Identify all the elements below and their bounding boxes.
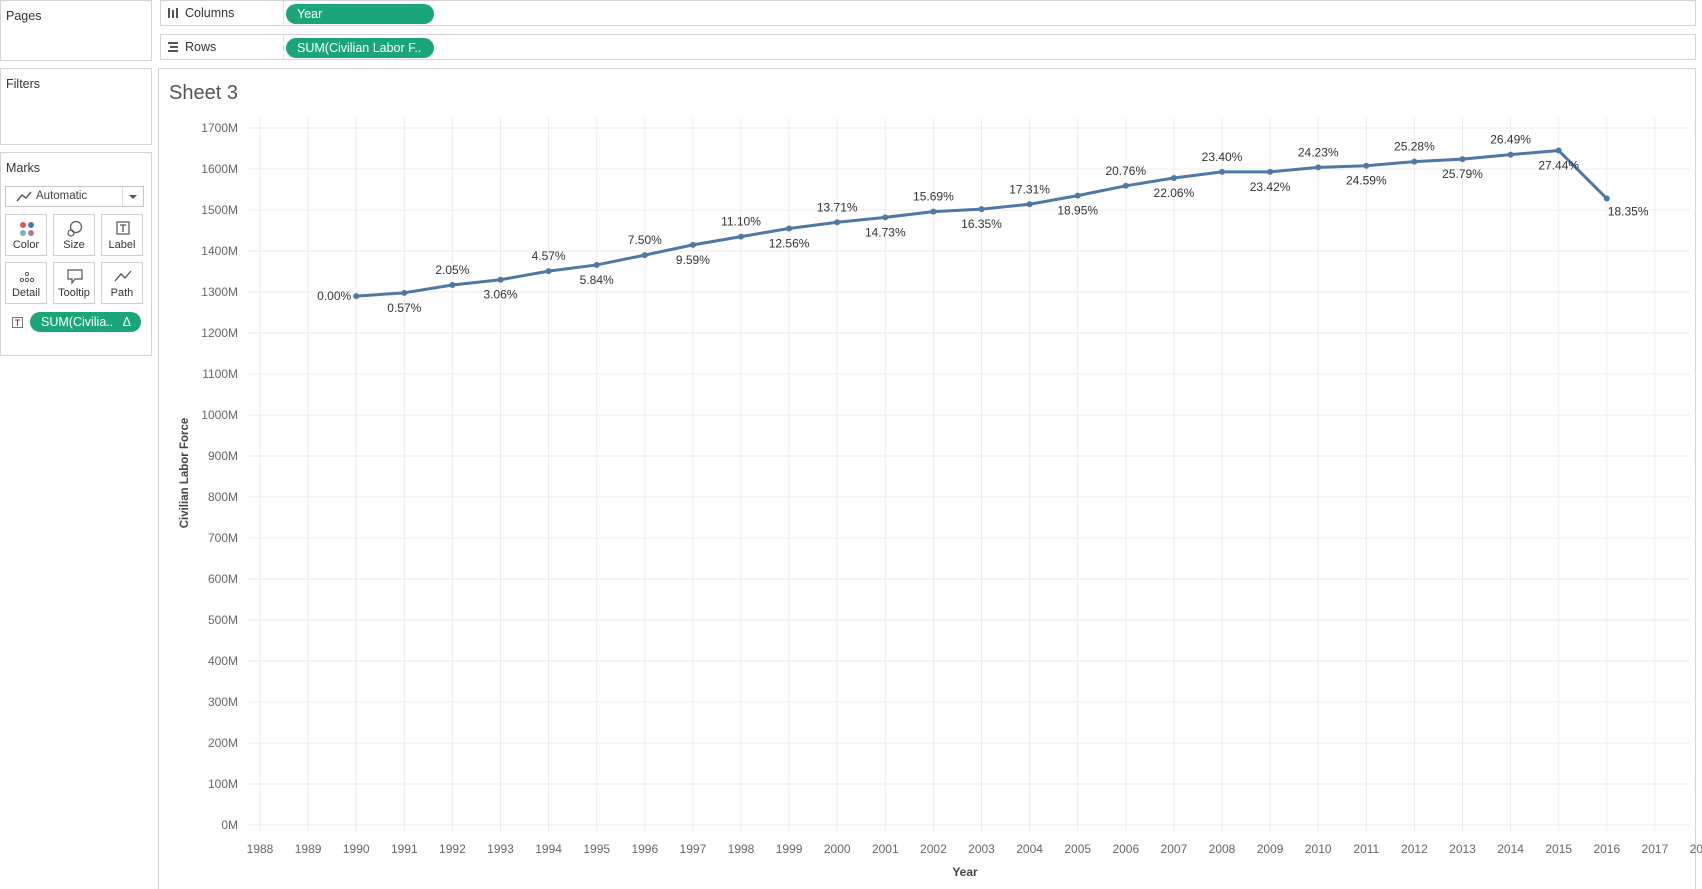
size-button[interactable]: Size xyxy=(53,214,95,256)
shelf-divider xyxy=(283,1,284,25)
chevron-down-icon xyxy=(122,187,143,206)
detail-button[interactable]: Detail xyxy=(5,262,47,304)
columns-icon xyxy=(168,8,178,18)
pages-panel[interactable]: Pages xyxy=(0,0,152,61)
label-button[interactable]: Label xyxy=(101,214,143,256)
mark-type-dropdown[interactable]: Automatic xyxy=(5,186,144,207)
color-label: Color xyxy=(12,239,40,251)
tooltip-label: Tooltip xyxy=(58,287,90,299)
label-field-text: SUM(Civilia.. xyxy=(41,315,114,329)
sheet-title: Sheet 3 xyxy=(169,82,238,104)
color-button[interactable]: Color xyxy=(5,214,47,256)
delta-icon: Δ xyxy=(122,315,131,329)
columns-label: Columns xyxy=(185,6,235,20)
pages-title: Pages xyxy=(6,9,42,23)
marks-title: Marks xyxy=(6,161,41,175)
path-icon xyxy=(114,270,132,282)
label-label: Label xyxy=(108,239,136,251)
size-label: Size xyxy=(63,239,85,251)
rows-measure-pill[interactable]: SUM(Civilian Labor F.. xyxy=(286,38,434,58)
path-label: Path xyxy=(110,287,134,299)
label-field-pill[interactable]: SUM(Civilia.. Δ xyxy=(30,312,141,332)
filters-title: Filters xyxy=(6,77,41,91)
rows-pill-text: SUM(Civilian Labor F.. xyxy=(297,41,422,55)
columns-shelf[interactable]: Columns Year xyxy=(160,0,1696,26)
detail-icon xyxy=(19,271,35,283)
shelf-divider xyxy=(283,35,284,59)
filters-panel[interactable]: Filters xyxy=(0,68,152,145)
color-icon xyxy=(20,222,34,236)
rows-label: Rows xyxy=(185,40,217,54)
text-label-icon xyxy=(116,221,130,235)
label-mark-icon xyxy=(12,317,23,328)
rows-icon xyxy=(168,42,178,52)
size-icon xyxy=(67,220,83,237)
detail-label: Detail xyxy=(11,287,41,299)
line-mark-icon xyxy=(16,191,32,202)
columns-year-pill[interactable]: Year xyxy=(286,4,434,24)
mark-type-value: Automatic xyxy=(36,190,88,202)
tooltip-icon xyxy=(67,269,83,285)
columns-pill-text: Year xyxy=(297,7,323,21)
path-button[interactable]: Path xyxy=(101,262,143,304)
tooltip-button[interactable]: Tooltip xyxy=(53,262,95,304)
rows-shelf[interactable]: Rows SUM(Civilian Labor F.. xyxy=(160,34,1696,60)
view-area[interactable] xyxy=(158,68,1696,889)
